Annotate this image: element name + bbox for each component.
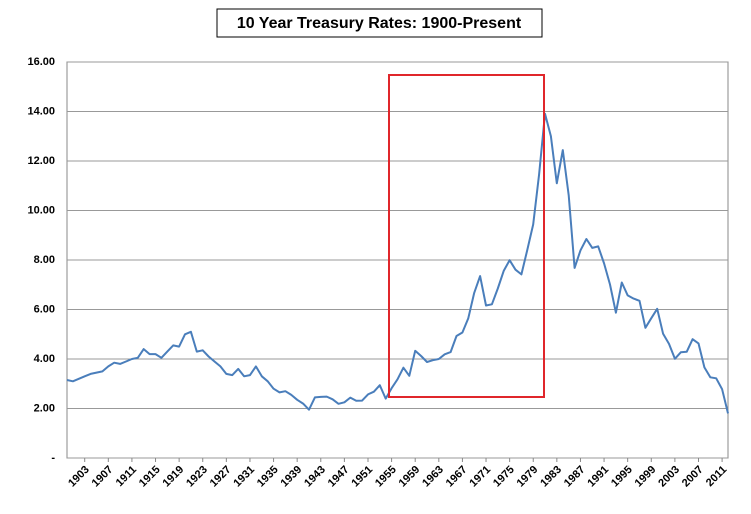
x-tick-label: 1903 bbox=[66, 464, 92, 490]
x-tick-label: 1939 bbox=[279, 464, 305, 490]
y-tick-label: 12.00 bbox=[27, 155, 55, 167]
x-tick-label: 1979 bbox=[515, 464, 541, 490]
x-tick-label: 1999 bbox=[633, 464, 659, 490]
x-tick-label: 1995 bbox=[609, 464, 635, 490]
x-tick-label: 1983 bbox=[538, 464, 564, 490]
x-tick-label: 1955 bbox=[373, 464, 399, 490]
data-line bbox=[66, 112, 729, 414]
x-tick-label: 2003 bbox=[656, 464, 682, 490]
highlight-box bbox=[388, 74, 545, 398]
x-tick-label: 1915 bbox=[137, 464, 163, 490]
y-tick-label: 8.00 bbox=[34, 254, 55, 266]
y-tick-label: 6.00 bbox=[34, 303, 55, 315]
y-tick-label: 16.00 bbox=[27, 56, 55, 68]
x-tick-label: 1991 bbox=[585, 464, 611, 490]
x-tick-label: 1959 bbox=[397, 464, 423, 490]
x-tick-label: 1943 bbox=[302, 464, 328, 490]
x-tick-label: 1971 bbox=[467, 464, 493, 490]
x-tick-label: 1911 bbox=[114, 464, 139, 489]
x-tick-label: 1935 bbox=[255, 464, 281, 490]
title-box bbox=[216, 8, 543, 38]
x-tick-label: 1987 bbox=[562, 464, 588, 490]
x-tick-label: 1919 bbox=[161, 464, 187, 490]
x-tick-label: 1931 bbox=[231, 464, 257, 490]
x-tick-label: 2007 bbox=[680, 464, 706, 490]
y-tick-label: 2.00 bbox=[34, 402, 55, 414]
x-tick-label: 1947 bbox=[326, 464, 352, 490]
y-tick-label: 4.00 bbox=[34, 353, 55, 365]
x-tick-label: 1951 bbox=[349, 464, 375, 490]
y-tick-label: 14.00 bbox=[27, 105, 55, 117]
y-tick-label: - bbox=[51, 452, 55, 464]
x-tick-label: 2011 bbox=[704, 464, 729, 489]
x-tick-label: 1967 bbox=[444, 464, 470, 490]
x-tick-label: 1907 bbox=[90, 464, 116, 490]
chart-title: 10 Year Treasury Rates: 1900-Present bbox=[237, 15, 522, 32]
x-tick-label: 1923 bbox=[184, 464, 210, 490]
x-tick-label: 1963 bbox=[420, 464, 446, 490]
x-tick-label: 1927 bbox=[208, 464, 234, 490]
y-tick-label: 10.00 bbox=[27, 204, 55, 216]
x-tick-label: 1975 bbox=[491, 464, 517, 490]
